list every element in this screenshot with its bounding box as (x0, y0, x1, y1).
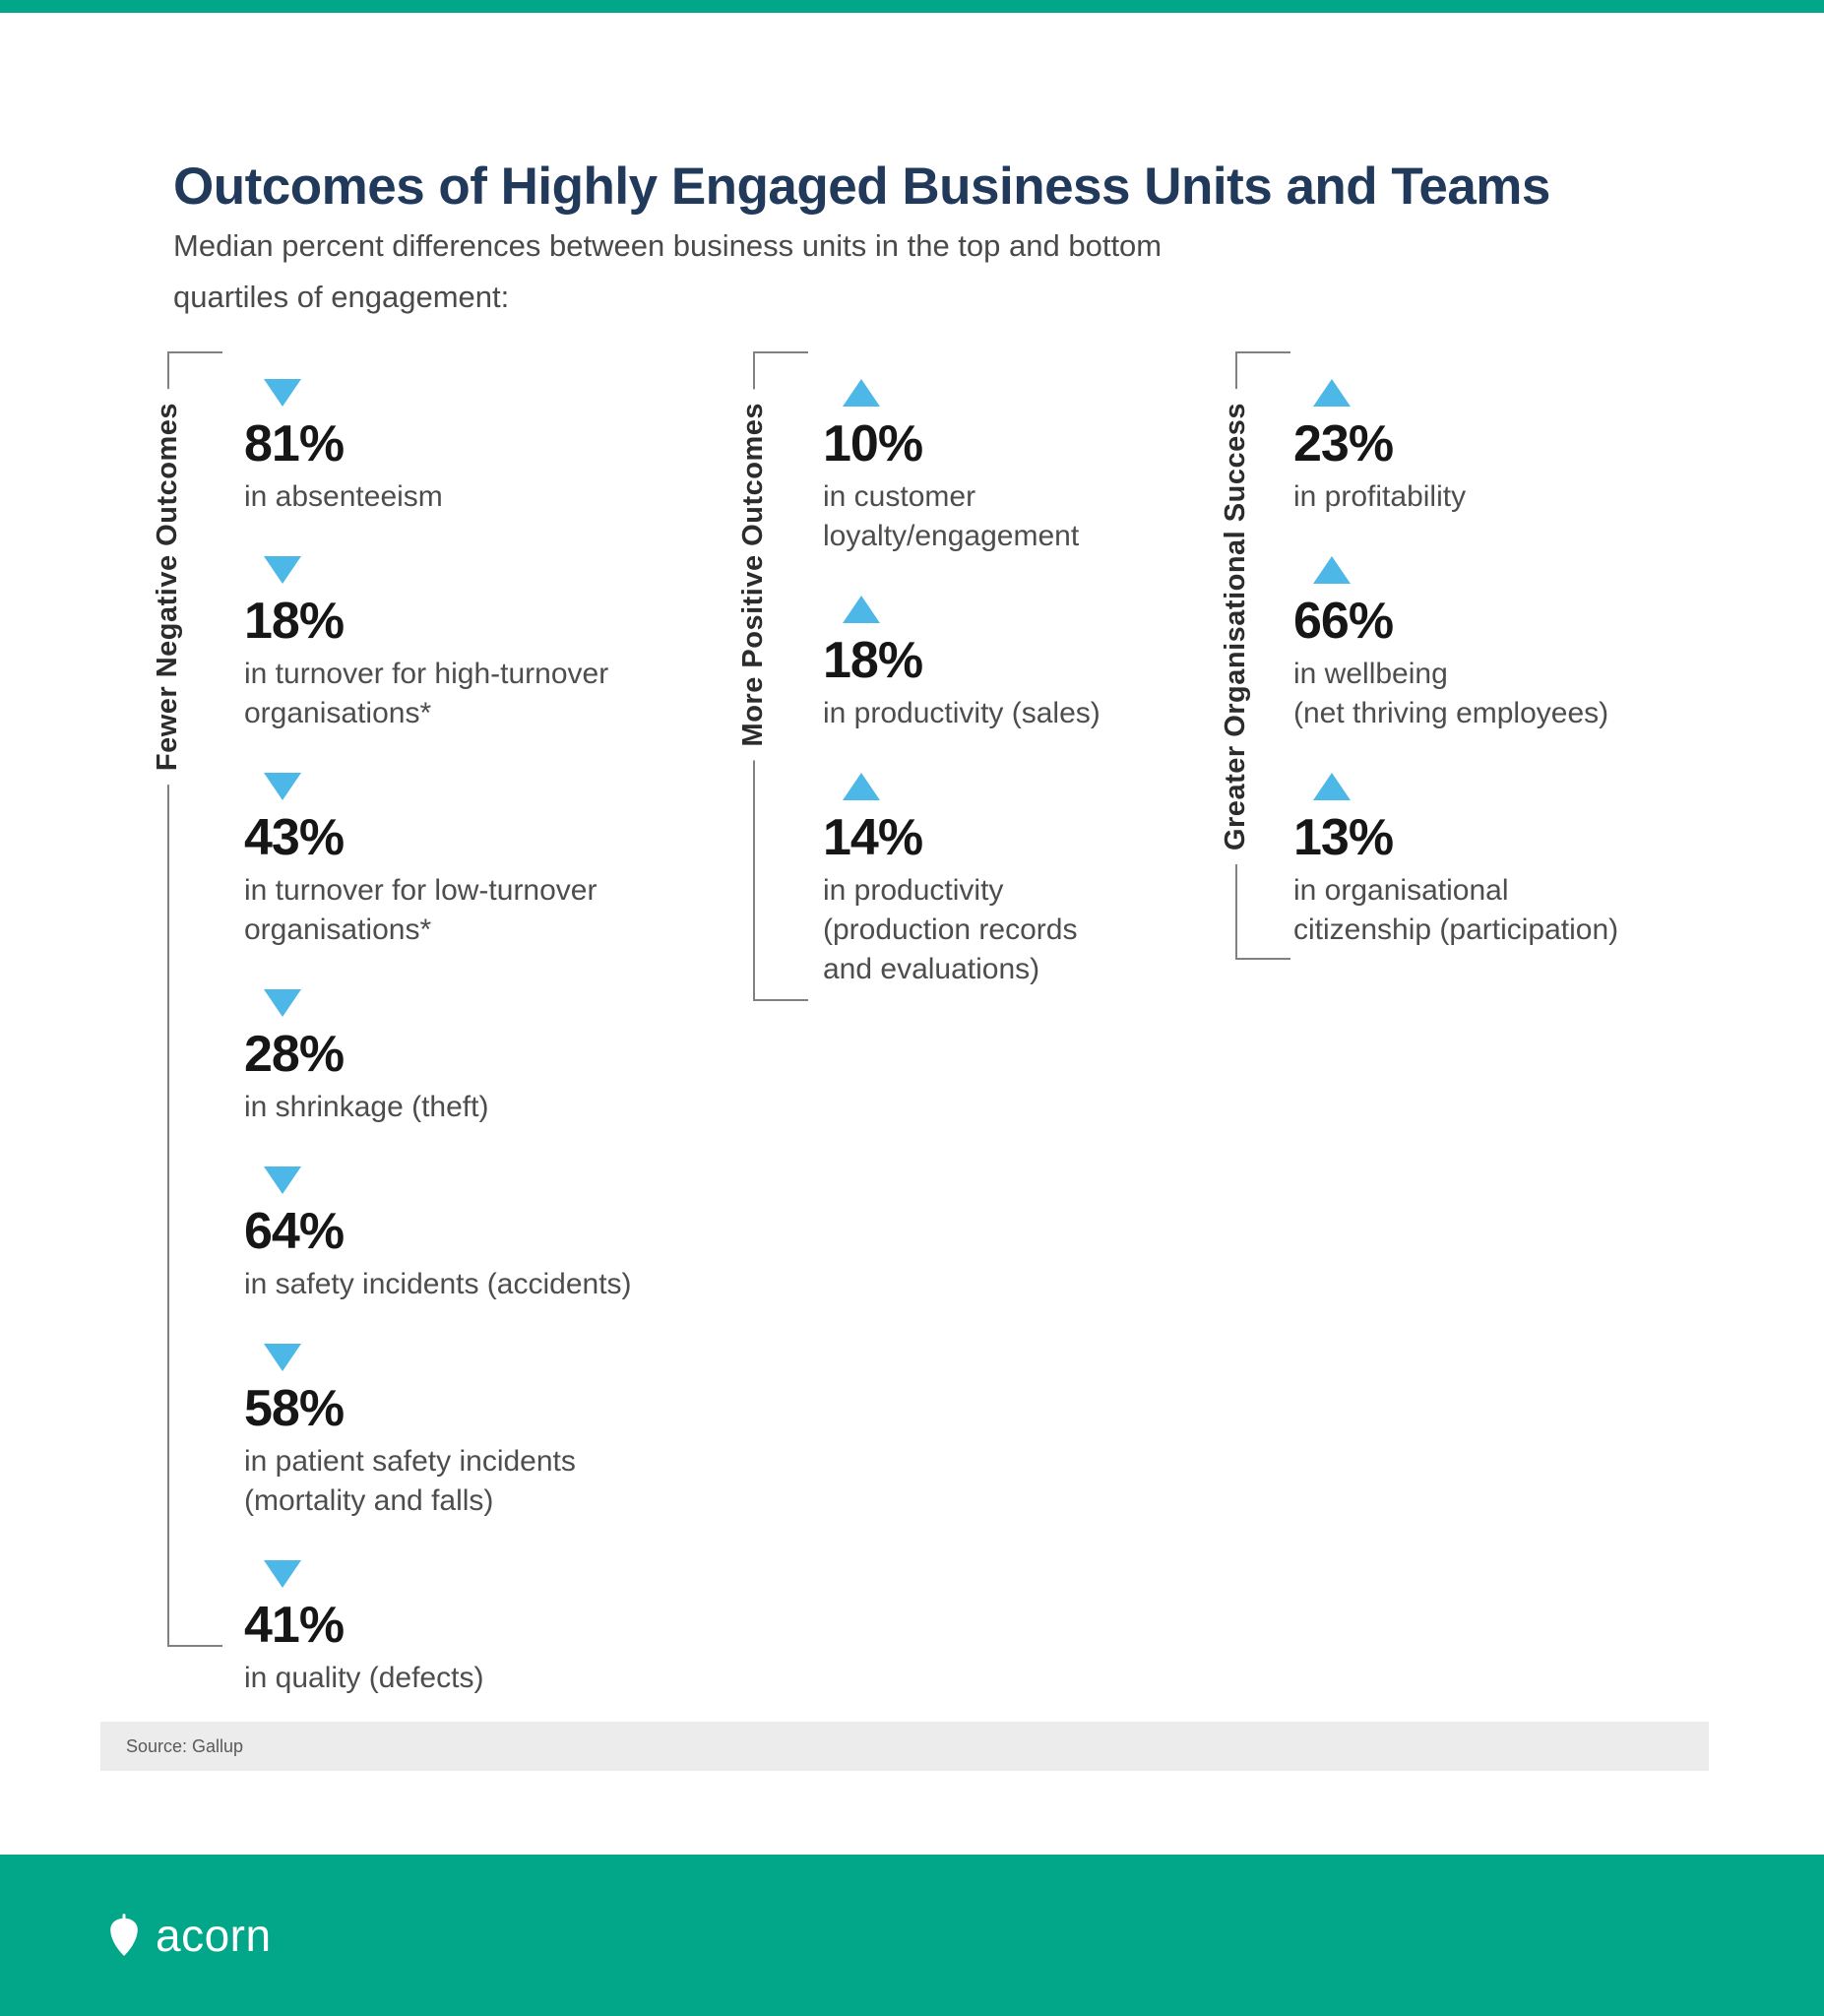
column-label-fewer-negative-outcomes: Fewer Negative Outcomes (148, 389, 187, 786)
column-label-more-positive-outcomes: More Positive Outcomes (733, 389, 773, 761)
brand-logo: acorn (106, 1913, 272, 1958)
stat-item: 28% in shrinkage (theft) (244, 989, 795, 1127)
stat-desc-line: and evaluations) (823, 953, 1040, 985)
stat-desc: in shrinkage (theft) (244, 1088, 795, 1127)
stat-value: 43% (244, 809, 345, 866)
column-greater-organisational-success: 23% in profitability 66% in wellbeing (n… (1293, 379, 1746, 989)
stat-desc: in turnover for low-turnover organisatio… (244, 871, 795, 950)
subtitle-line: quartiles of engagement: (173, 280, 510, 314)
stat-desc: in profitability (1293, 477, 1746, 517)
stat-desc: in wellbeing (net thriving employees) (1293, 655, 1746, 733)
stat-item: 41% in quality (defects) (244, 1560, 795, 1698)
stat-item: 18% in productivity (sales) (823, 596, 1246, 733)
stat-desc-line: in productivity (sales) (823, 697, 1101, 729)
stat-desc-line: in patient safety incidents (244, 1445, 576, 1478)
increase-triangle-icon (843, 379, 880, 407)
stat-value: 13% (1293, 809, 1394, 866)
decrease-triangle-icon (264, 1166, 301, 1194)
stat-item: 81% in absenteeism (244, 379, 795, 517)
stat-value: 18% (823, 632, 923, 689)
stat-desc-line: in profitability (1293, 480, 1467, 513)
stat-item: 10% in customer loyalty/engagement (823, 379, 1246, 556)
stat-value: 41% (244, 1597, 345, 1654)
stat-desc: in customer loyalty/engagement (823, 477, 1246, 556)
stat-item: 14% in productivity (production records … (823, 773, 1246, 989)
stat-desc: in quality (defects) (244, 1659, 795, 1698)
stat-desc: in absenteeism (244, 477, 795, 517)
decrease-triangle-icon (264, 1344, 301, 1371)
column-fewer-negative-outcomes: 81% in absenteeism 18% in turnover for h… (244, 379, 795, 1737)
increase-triangle-icon (843, 773, 880, 800)
stat-desc-line: in wellbeing (1293, 658, 1448, 690)
stat-item: 23% in profitability (1293, 379, 1746, 517)
top-accent-bar (0, 0, 1824, 13)
increase-triangle-icon (1313, 379, 1351, 407)
stat-desc-line: (mortality and falls) (244, 1484, 494, 1517)
stat-desc-line: in turnover for low-turnover (244, 874, 598, 907)
stat-item: 18% in turnover for high-turnover organi… (244, 556, 795, 733)
stat-desc-line: in safety incidents (accidents) (244, 1268, 632, 1300)
stat-desc-line: in productivity (823, 874, 1004, 907)
stat-desc-line: in quality (defects) (244, 1662, 484, 1694)
column-more-positive-outcomes: 10% in customer loyalty/engagement 18% i… (823, 379, 1246, 1029)
stat-desc: in turnover for high-turnover organisati… (244, 655, 795, 733)
stat-desc-line: in absenteeism (244, 480, 443, 513)
page-title: Outcomes of Highly Engaged Business Unit… (173, 157, 1550, 216)
stat-value: 14% (823, 809, 923, 866)
acorn-logo-icon (110, 1914, 138, 1956)
stat-desc-line: organisations* (244, 914, 432, 946)
brand-name: acorn (156, 1910, 272, 1961)
page-subtitle: Median percent differences between busin… (173, 220, 1473, 323)
column-label-greater-organisational-success: Greater Organisational Success (1216, 389, 1255, 865)
increase-triangle-icon (1313, 556, 1351, 584)
source-bar: Source: Gallup (100, 1722, 1709, 1771)
decrease-triangle-icon (264, 1560, 301, 1588)
stat-desc: in safety incidents (accidents) (244, 1265, 795, 1304)
stat-desc-line: in shrinkage (theft) (244, 1091, 489, 1123)
stat-desc-line: loyalty/engagement (823, 520, 1080, 552)
decrease-triangle-icon (264, 989, 301, 1017)
stat-value: 66% (1293, 593, 1394, 650)
stat-desc-line: in turnover for high-turnover (244, 658, 609, 690)
stat-desc-line: (net thriving employees) (1293, 697, 1609, 729)
increase-triangle-icon (843, 596, 880, 623)
stat-desc-line: (production records (823, 914, 1078, 946)
stat-item: 66% in wellbeing (net thriving employees… (1293, 556, 1746, 733)
stat-desc-line: organisations* (244, 697, 432, 729)
stat-desc: in organisational citizenship (participa… (1293, 871, 1746, 950)
stat-value: 10% (823, 415, 923, 472)
decrease-triangle-icon (264, 773, 301, 800)
subtitle-line: Median percent differences between busin… (173, 228, 1163, 263)
stat-desc: in productivity (sales) (823, 694, 1246, 733)
source-text: Source: Gallup (126, 1735, 244, 1756)
stat-desc: in patient safety incidents (mortality a… (244, 1442, 795, 1521)
stat-value: 64% (244, 1203, 345, 1260)
stat-item: 58% in patient safety incidents (mortali… (244, 1344, 795, 1521)
column-bracket (167, 351, 222, 1647)
stat-item: 13% in organisational citizenship (parti… (1293, 773, 1746, 950)
stat-value: 81% (244, 415, 345, 472)
stat-desc-line: citizenship (participation) (1293, 914, 1619, 946)
stat-item: 43% in turnover for low-turnover organis… (244, 773, 795, 950)
stat-value: 58% (244, 1380, 345, 1437)
footer: acorn (0, 1855, 1824, 2016)
stat-desc-line: in customer (823, 480, 976, 513)
stat-desc: in productivity (production records and … (823, 871, 1246, 989)
stat-item: 64% in safety incidents (accidents) (244, 1166, 795, 1304)
decrease-triangle-icon (264, 379, 301, 407)
increase-triangle-icon (1313, 773, 1351, 800)
stat-value: 18% (244, 593, 345, 650)
stat-value: 28% (244, 1026, 345, 1083)
decrease-triangle-icon (264, 556, 301, 584)
stat-desc-line: in organisational (1293, 874, 1509, 907)
stat-value: 23% (1293, 415, 1394, 472)
